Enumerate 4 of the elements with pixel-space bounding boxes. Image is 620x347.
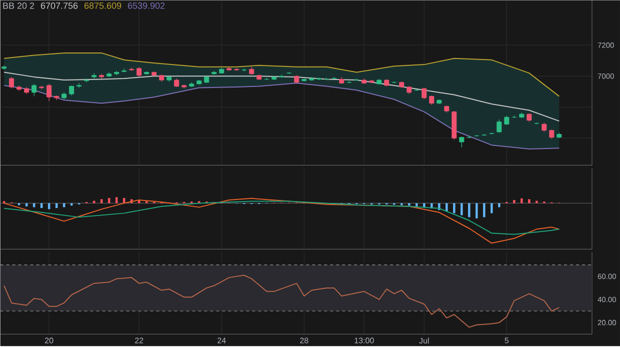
text: 6707.756 — [40, 2, 78, 9]
legend-title: BB 20 2 — [3, 2, 34, 9]
text: 6539.902 — [128, 2, 165, 9]
text: 6875.609 — [84, 2, 122, 9]
